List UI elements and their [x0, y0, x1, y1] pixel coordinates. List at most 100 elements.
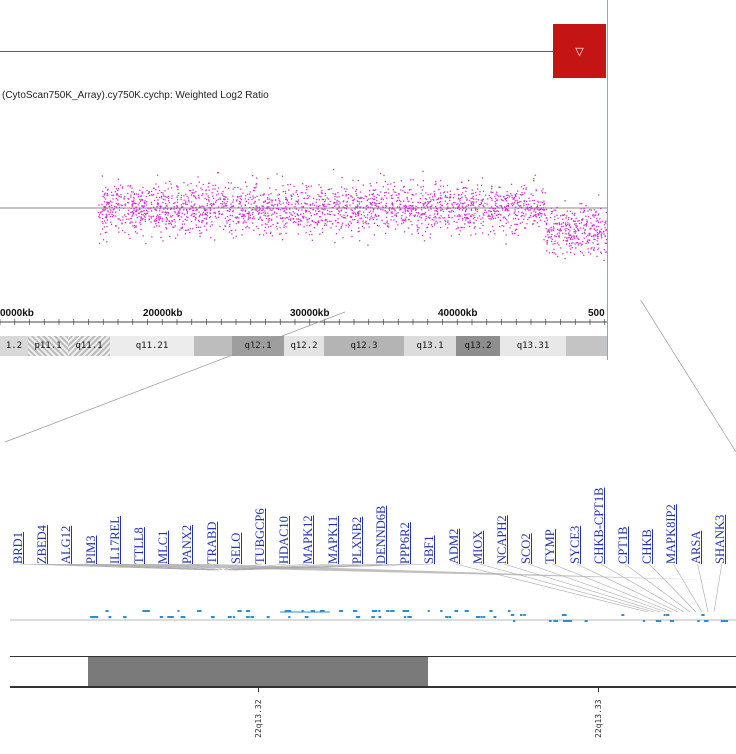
probe-point	[476, 184, 479, 186]
probe-point	[136, 232, 138, 234]
probe-point	[342, 206, 344, 208]
probe-point	[293, 185, 295, 187]
probe-point	[265, 207, 267, 209]
band[interactable]: q12.3	[324, 336, 404, 356]
probe-point	[450, 211, 452, 213]
probe-point	[181, 223, 184, 225]
probe-point	[317, 220, 319, 222]
probe-point	[430, 208, 432, 210]
probe-point	[159, 217, 162, 219]
probe-point	[259, 209, 261, 211]
probe-point	[596, 243, 598, 245]
band[interactable]	[566, 336, 607, 356]
probe-point	[539, 213, 541, 215]
probe-point	[449, 199, 451, 201]
probe-point	[141, 218, 144, 221]
chromosome-ideogram[interactable]: 1.2 p11.1 q11.1 q11.21 q12.1 q12.2 q12.3…	[0, 336, 607, 356]
probe-point	[568, 243, 571, 245]
probe-point	[350, 215, 352, 218]
probe-point	[382, 199, 384, 201]
exon-mark	[655, 620, 659, 622]
probe-point	[382, 209, 384, 211]
band[interactable]	[194, 336, 232, 356]
probe-point	[115, 224, 117, 227]
exon-mark	[427, 610, 430, 612]
probe-point	[107, 210, 109, 212]
probe-point	[144, 220, 146, 222]
probe-point	[216, 190, 219, 192]
probe-point	[115, 206, 117, 208]
probe-point	[455, 203, 458, 205]
probe-point	[596, 240, 598, 242]
probe-point	[241, 215, 243, 217]
probe-point	[340, 227, 342, 229]
probe-point	[391, 215, 393, 218]
probe-point	[402, 190, 404, 192]
selected-region-bar[interactable]	[10, 656, 736, 688]
probe-point	[390, 183, 392, 185]
band[interactable]: 1.2	[0, 336, 28, 356]
probe-point	[178, 210, 180, 212]
probe-point	[573, 220, 575, 222]
probe-point	[165, 211, 167, 213]
band[interactable]: q13.2	[456, 336, 500, 356]
probe-point	[164, 206, 166, 208]
probe-point	[178, 215, 180, 217]
probe-point	[357, 219, 359, 221]
probe-point	[242, 215, 245, 217]
probe-point	[244, 215, 246, 218]
probe-point	[135, 210, 137, 212]
probe-point	[209, 203, 211, 206]
probe-point	[271, 235, 273, 237]
probe-point	[317, 205, 320, 208]
probe-point	[258, 206, 260, 208]
probe-point	[482, 232, 484, 234]
probe-point	[186, 203, 188, 205]
probe-point	[531, 223, 534, 225]
probe-point	[113, 215, 115, 217]
probe-point	[490, 218, 492, 221]
probe-point	[415, 212, 418, 214]
axis-label: 40000kb	[438, 308, 478, 319]
probe-point	[222, 194, 224, 196]
probe-point	[210, 237, 212, 239]
probe-point	[338, 221, 340, 224]
probe-point	[170, 216, 172, 218]
band[interactable]: q11.1	[68, 336, 110, 356]
probe-point	[594, 238, 596, 241]
probe-point	[243, 221, 245, 223]
probe-point	[336, 203, 338, 205]
probe-point	[305, 211, 307, 213]
probe-point	[169, 180, 171, 183]
probe-point	[280, 233, 282, 235]
probe-point	[253, 190, 256, 192]
probe-point	[356, 221, 358, 224]
probe-point	[164, 214, 166, 216]
probe-point	[516, 201, 519, 203]
probe-point	[199, 226, 202, 228]
probe-point	[407, 227, 410, 229]
probe-point	[104, 192, 106, 194]
loss-segment-marker[interactable]: ▽	[553, 24, 606, 78]
band[interactable]: p11.1	[28, 336, 68, 356]
probe-point	[101, 175, 103, 177]
probe-point	[141, 192, 143, 194]
probe-point	[439, 221, 441, 223]
probe-point	[345, 195, 347, 197]
region-segment[interactable]	[88, 657, 428, 687]
probe-point	[463, 187, 465, 189]
probe-point	[133, 209, 135, 211]
band[interactable]: q12.2	[284, 336, 324, 356]
band[interactable]: q12.1	[232, 336, 284, 356]
probe-point	[457, 226, 459, 228]
band[interactable]: q13.1	[404, 336, 456, 356]
band[interactable]: q11.21	[110, 336, 194, 356]
probe-point	[506, 219, 508, 221]
probe-point	[460, 194, 463, 196]
probe-point	[523, 205, 525, 207]
band[interactable]: q13.31	[500, 336, 566, 356]
probe-point	[587, 216, 590, 218]
probe-point	[533, 214, 535, 216]
probe-point	[516, 193, 518, 195]
probe-point	[279, 226, 281, 229]
